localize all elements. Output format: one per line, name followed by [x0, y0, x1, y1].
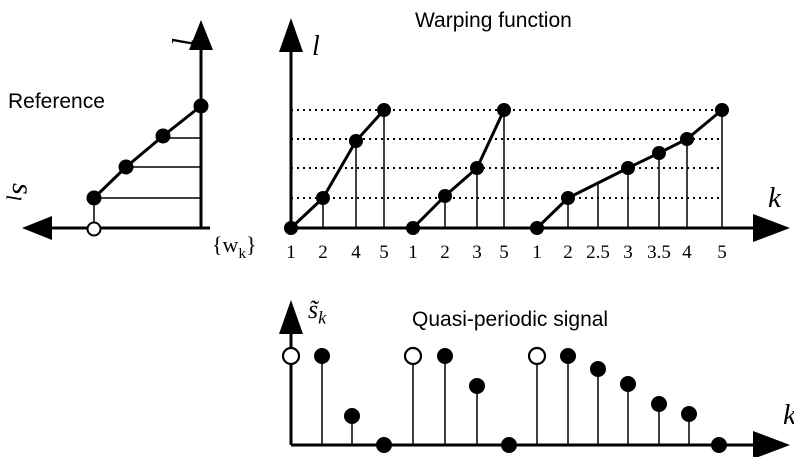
- warping-point: [284, 221, 298, 235]
- warping-point: [621, 161, 635, 175]
- warping-point: [652, 146, 666, 160]
- signal-y-arrowhead: [279, 300, 303, 334]
- signal-y-axis-label: s̃k: [308, 295, 327, 327]
- warping-x-axis-label: k: [768, 182, 782, 214]
- reference-vertical-axis-label: l: [165, 37, 198, 45]
- warping-point: [406, 221, 420, 235]
- signal-x-axis-label: k: [783, 399, 794, 431]
- reference-point: [118, 159, 134, 175]
- warping-point: [470, 161, 484, 175]
- warping-point: [715, 103, 729, 117]
- signal-point: [469, 378, 485, 394]
- signal-point: [560, 348, 576, 364]
- signal-open-point: [527, 346, 547, 366]
- reference-origin-open-point: [86, 221, 102, 237]
- warping-point: [349, 134, 363, 148]
- warping-tick-label: 5: [717, 242, 727, 263]
- warping-period-2-curve: [411, 109, 506, 230]
- signal-stems: [290, 356, 690, 445]
- reference-title: Reference: [8, 90, 105, 113]
- warping-point: [530, 221, 544, 235]
- signal-point: [437, 348, 453, 364]
- warping-tick-label: 1: [408, 242, 418, 263]
- warping-y-axis-label: l: [312, 31, 320, 62]
- warping-tick-label: 3.5: [647, 242, 671, 263]
- signal-title: Quasi-periodic signal: [412, 308, 608, 331]
- warping-point: [438, 189, 452, 203]
- signal-point: [651, 396, 667, 412]
- signal-point: [590, 361, 606, 377]
- signal-point: [344, 408, 360, 424]
- warping-tick-labels: 1 2 4 5 1 2 3 5 1 2 2.5 3 3.5 4 5: [286, 242, 727, 263]
- signal-panel: Quasi-periodic signal s̃k k: [279, 295, 794, 457]
- signal-filled-points: [314, 348, 727, 453]
- warping-series-label: {wk}: [212, 232, 257, 262]
- warping-tick-label: 3: [472, 242, 482, 263]
- warping-tick-label: 4: [682, 242, 692, 263]
- reference-point: [155, 128, 171, 144]
- warping-tick-label: 3: [623, 242, 633, 263]
- warping-point: [316, 191, 330, 205]
- reference-panel: Reference l sl: [2, 20, 213, 240]
- reference-horizontal-arrowhead: [22, 216, 52, 240]
- warping-point: [680, 132, 694, 146]
- reference-vertical-arrowhead: [189, 20, 213, 50]
- warping-tick-label: 1: [532, 242, 542, 263]
- reference-horizontal-axis-label: sl: [2, 183, 39, 201]
- warping-tick-label: 2: [563, 242, 573, 263]
- warping-period-1-curve: [289, 108, 386, 230]
- signal-point: [711, 437, 727, 453]
- reference-point: [86, 190, 102, 206]
- reference-point: [193, 98, 209, 114]
- warping-tick-label: 2.5: [586, 242, 610, 263]
- warping-y-arrowhead: [279, 18, 303, 52]
- signal-open-point: [281, 346, 301, 366]
- signal-point: [376, 437, 392, 453]
- warping-point: [377, 103, 391, 117]
- signal-point: [620, 376, 636, 392]
- signal-x-arrowhead: [753, 431, 790, 457]
- warping-point: [561, 191, 575, 205]
- signal-point: [501, 437, 517, 453]
- warping-tick-label: 2: [318, 242, 328, 263]
- warping-panel: Warping function l k: [212, 9, 790, 263]
- warping-x-arrowhead: [753, 214, 790, 242]
- warping-tick-label: 5: [379, 242, 389, 263]
- warping-title: Warping function: [415, 9, 572, 32]
- warping-tick-label: 1: [286, 242, 296, 263]
- warping-tick-label: 5: [499, 242, 509, 263]
- warping-tick-label: 4: [351, 242, 361, 263]
- reference-level-lines: [94, 137, 201, 199]
- signal-point: [314, 348, 330, 364]
- reference-curve: [92, 104, 202, 200]
- warping-points: [284, 103, 729, 235]
- signal-open-point: [403, 346, 423, 366]
- signal-point: [681, 406, 697, 422]
- warping-point: [497, 103, 511, 117]
- warping-tick-label: 2: [440, 242, 450, 263]
- signal-open-points: [281, 346, 547, 366]
